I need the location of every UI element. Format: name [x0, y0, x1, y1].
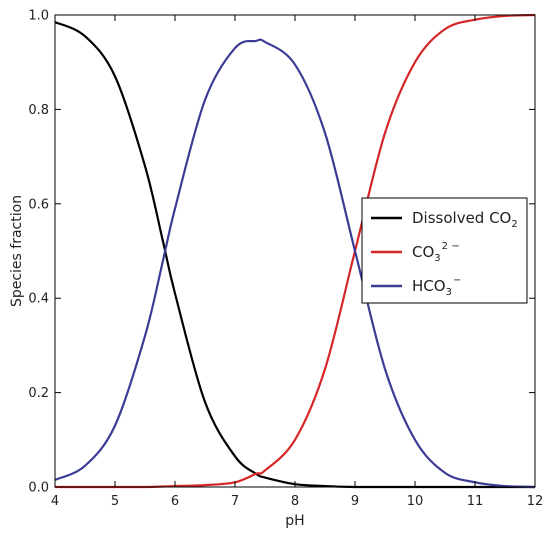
x-tick-label: 5 — [111, 494, 119, 509]
y-tick-label: 0.8 — [28, 103, 49, 118]
y-tick-label: 0.6 — [28, 197, 49, 212]
x-tick-label: 10 — [407, 494, 424, 509]
x-tick-label: 4 — [51, 494, 59, 509]
legend: Dissolved CO2 CO32 − HCO3− — [361, 197, 528, 304]
y-tick-label: 0.2 — [28, 386, 49, 401]
y-tick-label: 0.0 — [28, 481, 49, 496]
y-axis-label: Species fraction — [9, 195, 25, 307]
x-tick-label: 11 — [467, 494, 484, 509]
legend-label: Dissolved CO2 — [412, 209, 518, 230]
x-axis-label: pH — [285, 513, 304, 529]
legend-label: CO32 − — [412, 241, 460, 264]
x-tick-label: 12 — [527, 494, 544, 509]
x-tick-label: 8 — [291, 494, 299, 509]
legend-label: HCO3− — [412, 275, 461, 298]
x-tick-label: 7 — [231, 494, 239, 509]
x-tick-label: 6 — [171, 494, 179, 509]
y-tick-label: 1.0 — [28, 9, 49, 24]
x-tick-label: 9 — [351, 494, 359, 509]
series-line-2 — [54, 38, 536, 489]
y-tick-label: 0.4 — [28, 292, 49, 307]
